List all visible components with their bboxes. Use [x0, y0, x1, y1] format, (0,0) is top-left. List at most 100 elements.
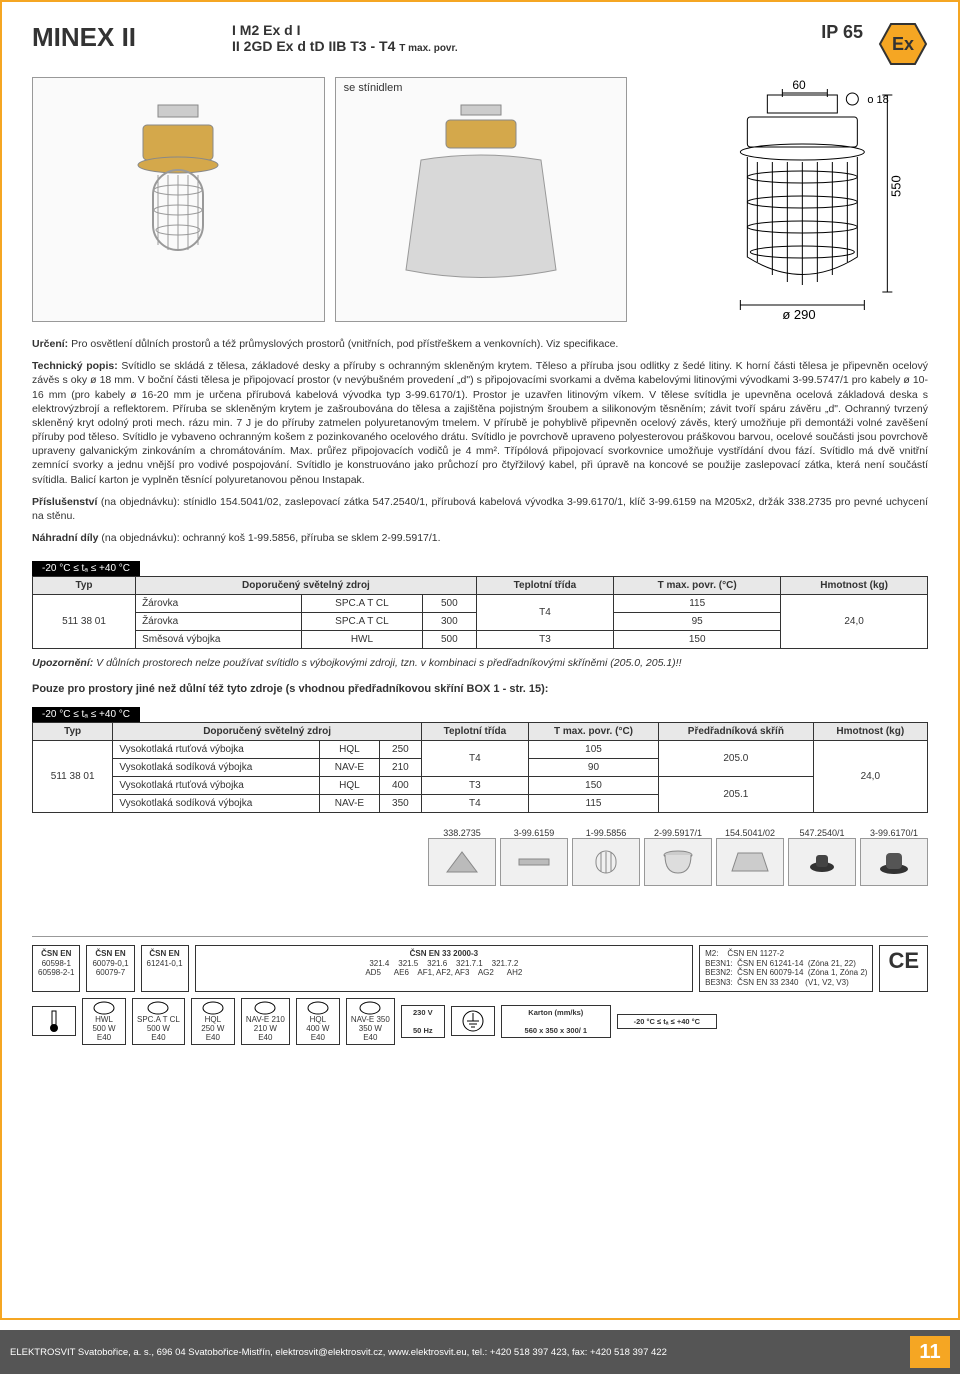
td-w: 210 — [379, 759, 421, 777]
acc-img — [572, 838, 640, 886]
bracket-icon — [442, 847, 482, 877]
diagram-svg: 60 o 18 550 ø 290 — [637, 77, 928, 322]
lamp-l2: 210 W — [254, 1024, 277, 1033]
lamp-l1: HQL — [310, 1015, 326, 1024]
std-box: ČSN EN 33 2000-3321.4 321.5 321.6 321.7.… — [195, 945, 694, 991]
table-row: Typ Doporučený světelný zdroj Teplotní t… — [33, 577, 928, 595]
table-row: Vysokotlaká rtuťová výbojka HQL 400 T3 1… — [33, 777, 928, 795]
tmax-sub: T max. povr. — [399, 43, 457, 54]
bulb-icon — [306, 1001, 330, 1015]
plug-icon — [802, 847, 842, 877]
td-w: 250 — [379, 741, 421, 759]
karton-l2: 560 x 350 x 300/ 1 — [525, 1026, 588, 1035]
table-row: 511 38 01 Vysokotlaká rtuťová výbojka HQ… — [33, 741, 928, 759]
td-typ: 511 38 01 — [33, 741, 113, 813]
acc-label: 3-99.6170/1 — [860, 828, 928, 838]
td-code: HWL — [302, 631, 423, 649]
page-number: 11 — [910, 1336, 950, 1368]
td-code: SPC.A T CL — [302, 595, 423, 613]
td-code: HQL — [320, 741, 380, 759]
key-icon — [514, 847, 554, 877]
lamp-photo-icon — [118, 100, 238, 300]
td-src: Vysokotlaká sodíková výbojka — [113, 759, 320, 777]
temp-badge-1: -20 °C ≤ tₐ ≤ +40 °C — [32, 561, 140, 576]
td-box: 205.0 — [659, 741, 814, 777]
lamp-l3: E40 — [151, 1033, 165, 1042]
lamp-l1: NAV-E 210 — [246, 1015, 285, 1024]
images-row: se stínidlem 60 o 18 — [32, 77, 928, 322]
footer-text: ELEKTROSVIT Svatobořice, a. s., 696 04 S… — [10, 1347, 667, 1358]
acc-item: 1-99.5856 — [572, 828, 640, 886]
glass-icon — [658, 847, 698, 877]
lamp-l1: SPC.A T CL — [137, 1015, 180, 1024]
dim-550: 550 — [889, 175, 904, 197]
acc-label: 547.2540/1 — [788, 828, 856, 838]
spec-line2-text: II 2GD Ex d tD IIB T3 - T4 — [232, 38, 395, 54]
acc-label: 3-99.6159 — [500, 828, 568, 838]
td-w: 300 — [422, 613, 476, 631]
td-code: NAV-E — [320, 795, 380, 813]
ex-logo-icon: Ex — [878, 22, 928, 67]
dim-o18: o 18 — [868, 94, 889, 106]
std-l: BE3N2: ČSN EN 60079-14 (Zóna 1, Zóna 2) — [705, 968, 867, 977]
ground-icon — [461, 1009, 485, 1033]
th-wt: Hmotnost (kg) — [813, 723, 927, 741]
std-box: ČSN EN60598-160598-2-1 — [32, 945, 80, 991]
lamp-shade-icon — [391, 100, 571, 300]
th-src: Doporučený světelný zdroj — [136, 577, 477, 595]
thermometer-icon — [45, 1009, 63, 1033]
td-w: 500 — [422, 631, 476, 649]
td-src: Žárovka — [136, 613, 302, 631]
td-tc: 105 — [528, 741, 658, 759]
temp-range-box: -20 °C ≤ tₐ ≤ +40 °C — [617, 1014, 717, 1029]
td-src: Žárovka — [136, 595, 302, 613]
std-l: 60598-1 — [42, 959, 71, 968]
svg-text:Ex: Ex — [892, 34, 914, 54]
icons-row: HWL500 WE40 SPC.A T CL500 WE40 HQL250 WE… — [32, 998, 928, 1045]
acc-img — [500, 838, 568, 886]
std-l: 60598-2-1 — [38, 968, 74, 977]
acc-img — [788, 838, 856, 886]
dim-o290: ø 290 — [783, 307, 816, 322]
td-tc: 95 — [614, 613, 781, 631]
lamp-icon-box: NAV-E 350350 WE40 — [346, 998, 395, 1045]
std-box: ČSN EN60079-0,160079-7 — [86, 945, 134, 991]
td-tc: 115 — [528, 795, 658, 813]
lamp-l1: NAV-E 350 — [351, 1015, 390, 1024]
std-l: 60079-7 — [96, 968, 125, 977]
td-w: 400 — [379, 777, 421, 795]
std-l: ČSN EN 33 2000-3 — [410, 949, 478, 958]
acc-img — [716, 838, 784, 886]
spec-block: I M2 Ex d I II 2GD Ex d tD IIB T3 - T4 T… — [232, 22, 821, 54]
lamp-l1: HWL — [95, 1015, 113, 1024]
cage-icon — [586, 847, 626, 877]
th-typ: Typ — [33, 577, 136, 595]
urceni-label: Určení: — [32, 338, 68, 350]
lamp-icon-box: HQL250 WE40 — [191, 998, 235, 1045]
acc-img — [428, 838, 496, 886]
shade-icon — [730, 847, 770, 877]
acc-item: 547.2540/1 — [788, 828, 856, 886]
temp-box-text: -20 °C ≤ tₐ ≤ +40 °C — [634, 1017, 700, 1026]
standards-row: ČSN EN60598-160598-2-1 ČSN EN60079-0,160… — [32, 936, 928, 991]
std-box: M2: ČSN EN 1127-2BE3N1: ČSN EN 61241-14 … — [699, 945, 873, 991]
td-src: Vysokotlaká rtuťová výbojka — [113, 777, 320, 795]
pouze-title: Pouze pro prostory jiné než důlní též ty… — [32, 683, 928, 695]
lamp-l3: E40 — [363, 1033, 377, 1042]
th-wt: Hmotnost (kg) — [781, 577, 928, 595]
std-l: 61241-0,1 — [147, 959, 183, 968]
acc-label: 338.2735 — [428, 828, 496, 838]
std-l: ČSN EN — [95, 949, 125, 958]
bulb-icon — [146, 1001, 170, 1015]
ground-icon-box — [451, 1006, 495, 1036]
lamp-l1: HQL — [205, 1015, 221, 1024]
td-tc: 90 — [528, 759, 658, 777]
td-wt: 24,0 — [781, 595, 928, 649]
lamp-l2: 350 W — [359, 1024, 382, 1033]
td-code: SPC.A T CL — [302, 613, 423, 631]
lamp-l2: 500 W — [147, 1024, 170, 1033]
td-src: Směsová výbojka — [136, 631, 302, 649]
prislusenstvi-label: Příslušenství — [32, 496, 97, 508]
acc-img — [860, 838, 928, 886]
td-w: 350 — [379, 795, 421, 813]
